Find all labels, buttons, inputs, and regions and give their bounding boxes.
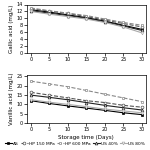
Y-axis label: Gallic acid (mg/L): Gallic acid (mg/L) bbox=[9, 4, 14, 53]
Legend: AS, HP 150 MPa, HP 600 MPa, US 40%, US 80%: AS, HP 150 MPa, HP 600 MPa, US 40%, US 8… bbox=[3, 140, 147, 148]
Y-axis label: Vanillic acid (mg/L): Vanillic acid (mg/L) bbox=[9, 73, 14, 125]
X-axis label: Storage time (Days): Storage time (Days) bbox=[58, 135, 114, 140]
